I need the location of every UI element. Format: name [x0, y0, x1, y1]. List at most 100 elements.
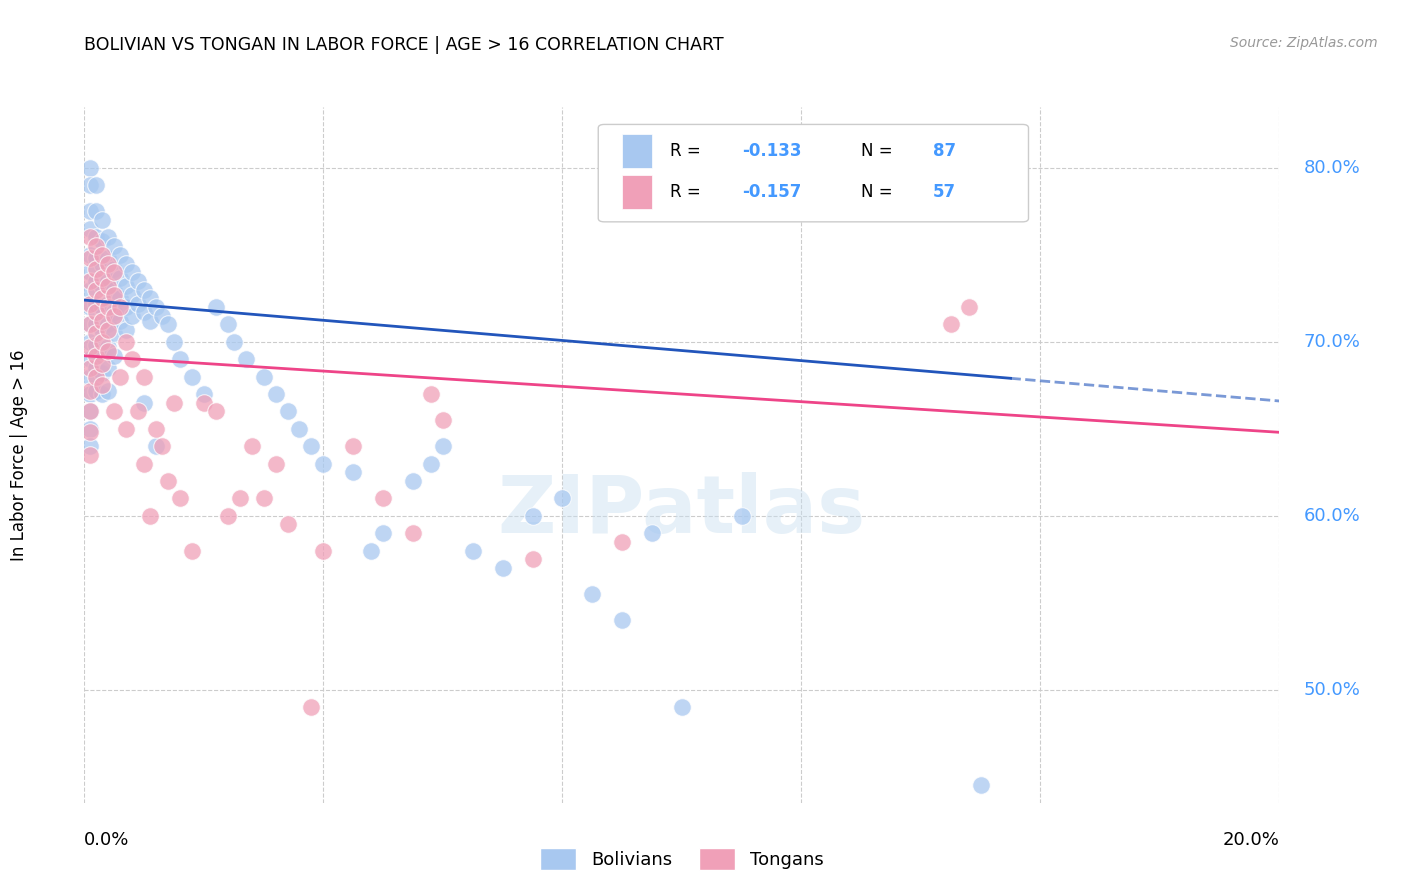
Point	[79, 318, 101, 332]
Text: R =: R =	[669, 142, 706, 160]
Point	[79, 248, 101, 262]
Text: N =: N =	[860, 142, 898, 160]
Point	[91, 358, 114, 372]
Point	[432, 439, 454, 453]
Point	[79, 265, 101, 279]
Point	[222, 334, 245, 349]
Point	[127, 274, 149, 288]
Point	[110, 300, 132, 314]
Point	[97, 360, 120, 375]
Point	[103, 283, 125, 297]
Point	[110, 314, 132, 328]
Point	[79, 448, 101, 462]
Point	[91, 270, 114, 285]
Point	[86, 261, 108, 276]
Point	[432, 413, 454, 427]
Text: -0.157: -0.157	[742, 183, 801, 201]
Point	[79, 404, 101, 418]
Point	[97, 230, 120, 244]
Point	[97, 256, 120, 270]
Point	[97, 384, 120, 398]
Point	[103, 309, 125, 323]
Point	[91, 248, 114, 262]
Text: In Labor Force | Age > 16: In Labor Force | Age > 16	[10, 349, 28, 561]
Point	[97, 343, 120, 358]
Point	[97, 279, 120, 293]
Point	[169, 491, 191, 506]
Point	[86, 326, 108, 340]
Point	[79, 296, 101, 310]
Point	[145, 439, 167, 453]
Text: 50.0%: 50.0%	[1303, 681, 1360, 698]
Point	[91, 234, 114, 248]
Point	[86, 338, 108, 352]
Text: 70.0%: 70.0%	[1303, 333, 1360, 351]
Text: 20.0%: 20.0%	[1223, 830, 1279, 848]
Point	[110, 369, 132, 384]
Point	[86, 274, 108, 288]
Point	[217, 508, 239, 523]
Text: 60.0%: 60.0%	[1303, 507, 1360, 524]
Point	[581, 587, 603, 601]
Point	[79, 230, 101, 244]
Point	[79, 300, 101, 314]
Point	[97, 323, 120, 337]
Point	[97, 340, 120, 354]
Point	[610, 534, 633, 549]
Point	[79, 204, 101, 219]
Point	[132, 395, 156, 409]
Text: N =: N =	[860, 183, 898, 201]
Point	[420, 387, 443, 401]
Point	[86, 318, 108, 332]
Point	[671, 700, 693, 714]
Point	[110, 248, 132, 262]
Text: -0.133: -0.133	[742, 142, 801, 160]
Text: BOLIVIAN VS TONGAN IN LABOR FORCE | AGE > 16 CORRELATION CHART: BOLIVIAN VS TONGAN IN LABOR FORCE | AGE …	[84, 36, 724, 54]
Point	[610, 613, 633, 627]
Point	[110, 270, 132, 285]
Point	[371, 491, 394, 506]
Point	[103, 326, 125, 340]
Point	[79, 369, 101, 384]
Point	[276, 404, 298, 418]
Point	[121, 265, 143, 279]
Point	[86, 252, 108, 266]
Point	[79, 439, 101, 453]
Text: R =: R =	[669, 183, 706, 201]
Point	[79, 274, 101, 288]
Point	[301, 439, 323, 453]
Point	[180, 543, 202, 558]
Point	[79, 221, 101, 235]
Point	[157, 318, 180, 332]
Point	[163, 395, 186, 409]
Point	[360, 543, 382, 558]
Point	[312, 543, 335, 558]
Point	[205, 404, 228, 418]
Point	[115, 279, 138, 293]
Text: 0.0%: 0.0%	[84, 830, 129, 848]
Point	[139, 291, 162, 305]
Point	[103, 239, 125, 253]
Point	[91, 291, 114, 305]
Point	[86, 230, 108, 244]
Text: Source: ZipAtlas.com: Source: ZipAtlas.com	[1230, 36, 1378, 50]
Point	[157, 474, 180, 488]
Point	[253, 491, 276, 506]
Point	[145, 300, 167, 314]
Point	[79, 425, 101, 440]
Point	[91, 366, 114, 380]
Point	[342, 439, 364, 453]
Point	[163, 334, 186, 349]
Point	[79, 318, 101, 332]
Point	[91, 378, 114, 392]
Bar	[621, 175, 652, 209]
Point	[121, 288, 143, 302]
Point	[79, 161, 101, 175]
Point	[115, 323, 138, 337]
Point	[139, 314, 162, 328]
Point	[121, 309, 143, 323]
Point	[115, 256, 138, 270]
Point	[145, 422, 167, 436]
Point	[402, 526, 425, 541]
Point	[86, 204, 108, 219]
